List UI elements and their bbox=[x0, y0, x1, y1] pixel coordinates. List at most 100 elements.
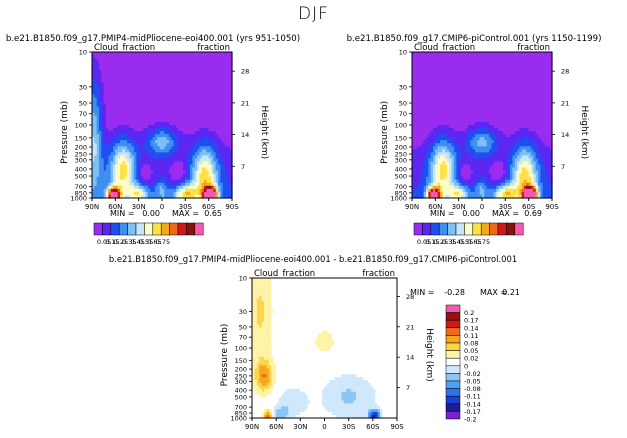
field-cell bbox=[482, 140, 485, 144]
field-cell bbox=[117, 112, 121, 117]
field-cell bbox=[218, 182, 221, 187]
field-cell bbox=[414, 79, 418, 84]
field-cell bbox=[141, 58, 144, 62]
field-cell bbox=[171, 94, 175, 99]
field-cell bbox=[549, 137, 553, 141]
field-cell bbox=[500, 73, 504, 77]
field-cell bbox=[444, 134, 448, 138]
field-cell bbox=[129, 167, 133, 172]
field-cell bbox=[540, 118, 544, 123]
field-cell bbox=[129, 118, 133, 123]
field-cell bbox=[500, 76, 504, 80]
field-cell bbox=[166, 128, 170, 132]
field-cell bbox=[145, 194, 149, 199]
field-cell bbox=[419, 152, 422, 157]
field-cell bbox=[199, 91, 203, 96]
field-cell bbox=[129, 91, 133, 96]
field-cell bbox=[164, 188, 168, 193]
field-cell bbox=[430, 82, 434, 87]
field-cell bbox=[155, 191, 158, 196]
field-cell bbox=[199, 61, 203, 65]
field-cell bbox=[113, 109, 116, 114]
field-cell bbox=[180, 182, 184, 187]
field-cell bbox=[465, 52, 469, 56]
field-cell bbox=[124, 79, 128, 84]
field-cell bbox=[169, 118, 172, 123]
field-cell bbox=[208, 194, 212, 199]
field-cell bbox=[503, 146, 506, 150]
field-cell bbox=[176, 161, 179, 166]
field-cell bbox=[171, 112, 175, 117]
field-cell bbox=[505, 112, 509, 117]
field-cell bbox=[185, 82, 189, 87]
field-cell bbox=[148, 97, 151, 102]
field-cell bbox=[127, 97, 130, 102]
field-cell bbox=[433, 79, 436, 84]
field-cell bbox=[468, 146, 471, 150]
field-cell bbox=[127, 155, 130, 160]
field-cell bbox=[206, 194, 210, 199]
field-cell bbox=[470, 146, 474, 150]
field-cell bbox=[535, 76, 539, 80]
field-cell bbox=[213, 121, 217, 126]
field-cell bbox=[120, 118, 123, 123]
field-cell bbox=[526, 152, 530, 157]
field-cell bbox=[183, 103, 186, 108]
field-cell bbox=[542, 106, 546, 111]
colorbar-label: 0.35 bbox=[122, 238, 136, 246]
field-cell bbox=[496, 146, 499, 150]
field-cell bbox=[197, 61, 200, 65]
field-cell bbox=[428, 121, 432, 126]
field-cell bbox=[180, 179, 184, 184]
field-cell bbox=[208, 128, 212, 132]
field-cell bbox=[103, 176, 107, 181]
field-cell bbox=[94, 137, 98, 141]
field-cell bbox=[521, 103, 525, 108]
field-cell bbox=[414, 109, 418, 114]
field-cell bbox=[412, 134, 415, 138]
field-cell bbox=[162, 82, 165, 87]
field-cell bbox=[106, 55, 109, 59]
field-cell bbox=[134, 121, 137, 126]
field-cell bbox=[194, 131, 198, 135]
field-cell bbox=[173, 61, 177, 65]
field-cell bbox=[199, 164, 203, 169]
field-cell bbox=[159, 82, 163, 87]
field-cell bbox=[475, 152, 478, 157]
field-cell bbox=[440, 115, 443, 120]
field-cell bbox=[162, 188, 165, 193]
field-cell bbox=[169, 64, 172, 68]
field-cell bbox=[421, 79, 425, 84]
field-cell bbox=[131, 106, 135, 111]
field-cell bbox=[206, 167, 210, 172]
field-cell bbox=[94, 164, 98, 169]
field-cell bbox=[540, 85, 544, 90]
field-cell bbox=[124, 115, 128, 120]
field-cell bbox=[449, 67, 453, 71]
field-cell bbox=[101, 97, 105, 102]
field-cell bbox=[169, 194, 172, 199]
field-cell bbox=[500, 118, 504, 123]
field-cell bbox=[468, 52, 471, 56]
field-cell bbox=[491, 143, 495, 147]
field-cell bbox=[190, 112, 193, 117]
field-cell bbox=[493, 58, 497, 62]
field-cell bbox=[110, 134, 114, 138]
field-cell bbox=[225, 58, 228, 62]
field-cell bbox=[526, 70, 530, 74]
field-cell bbox=[134, 64, 137, 68]
field-cell bbox=[148, 155, 151, 160]
field-cell bbox=[120, 88, 123, 93]
field-cell bbox=[180, 103, 184, 108]
field-cell bbox=[131, 143, 135, 147]
field-cell bbox=[190, 52, 193, 56]
field-cell bbox=[173, 70, 177, 74]
field-cell bbox=[183, 73, 186, 77]
field-cell bbox=[155, 170, 158, 175]
field-cell bbox=[491, 152, 495, 157]
field-cell bbox=[475, 134, 478, 138]
field-cell bbox=[414, 94, 418, 99]
field-cell bbox=[190, 167, 193, 172]
field-cell bbox=[442, 73, 446, 77]
field-cell bbox=[152, 97, 156, 102]
